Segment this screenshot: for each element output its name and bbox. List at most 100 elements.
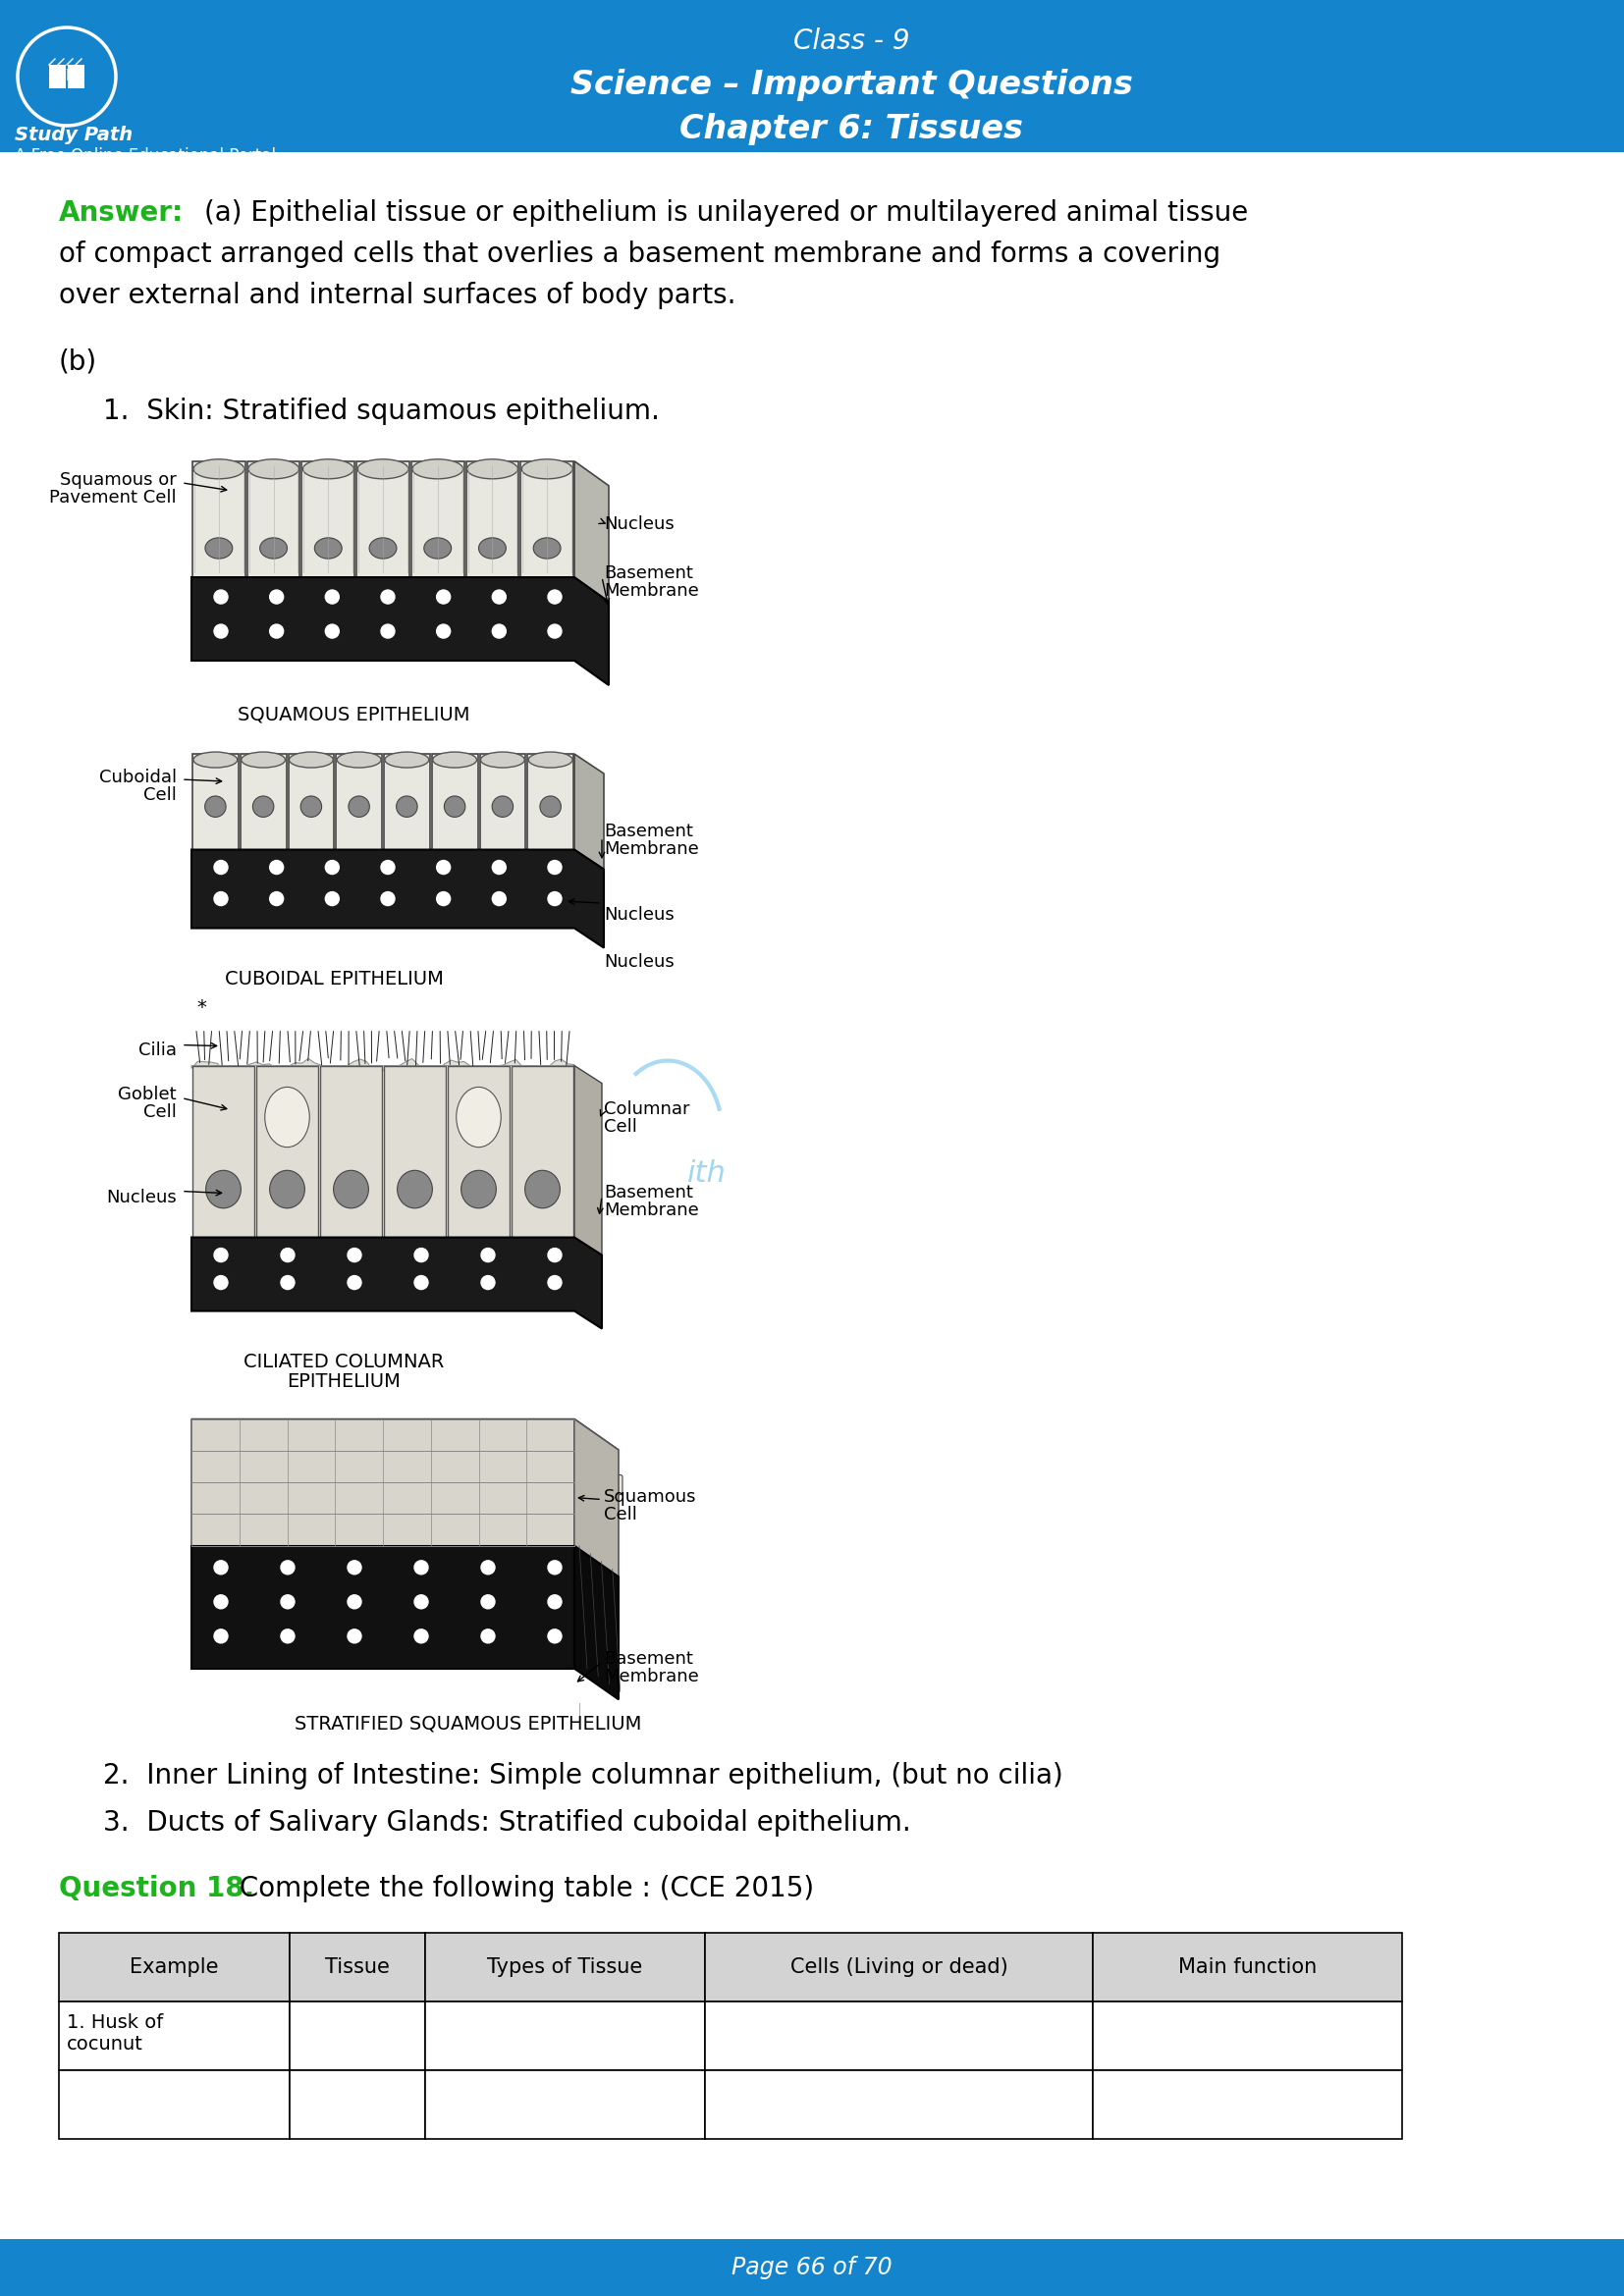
Bar bbox=[425, 2002, 705, 2071]
Circle shape bbox=[382, 861, 395, 875]
Circle shape bbox=[492, 625, 507, 638]
Circle shape bbox=[382, 625, 395, 638]
Text: Basement: Basement bbox=[604, 565, 693, 581]
Circle shape bbox=[300, 797, 322, 817]
FancyBboxPatch shape bbox=[247, 461, 300, 576]
Text: CUBOIDAL EPITHELIUM: CUBOIDAL EPITHELIUM bbox=[224, 969, 443, 987]
Circle shape bbox=[414, 1561, 429, 1575]
Bar bbox=[58, 1933, 289, 2002]
Circle shape bbox=[325, 861, 339, 875]
Text: Membrane: Membrane bbox=[604, 1667, 698, 1685]
Text: (a) Epithelial tissue or epithelium is unilayered or multilayered animal tissue: (a) Epithelial tissue or epithelium is u… bbox=[205, 200, 1249, 227]
FancyBboxPatch shape bbox=[521, 461, 573, 576]
Circle shape bbox=[270, 625, 284, 638]
FancyBboxPatch shape bbox=[257, 1426, 299, 1446]
Ellipse shape bbox=[338, 753, 382, 767]
Text: EPITHELIUM: EPITHELIUM bbox=[287, 1371, 401, 1391]
Circle shape bbox=[214, 1249, 227, 1263]
Text: *: * bbox=[197, 999, 206, 1017]
FancyBboxPatch shape bbox=[567, 1456, 607, 1474]
Bar bbox=[289, 2002, 425, 2071]
FancyBboxPatch shape bbox=[287, 753, 335, 850]
Bar bbox=[0, 2239, 1624, 2296]
Circle shape bbox=[547, 861, 562, 875]
Circle shape bbox=[382, 590, 395, 604]
Circle shape bbox=[547, 1249, 562, 1263]
Circle shape bbox=[492, 797, 513, 817]
Ellipse shape bbox=[193, 753, 237, 767]
Ellipse shape bbox=[521, 459, 572, 480]
FancyBboxPatch shape bbox=[287, 1465, 328, 1486]
FancyBboxPatch shape bbox=[193, 461, 245, 576]
Circle shape bbox=[414, 1249, 429, 1263]
Text: Pavement Cell: Pavement Cell bbox=[49, 489, 177, 507]
Text: Squamous: Squamous bbox=[604, 1488, 697, 1506]
Circle shape bbox=[214, 1596, 227, 1609]
Ellipse shape bbox=[468, 459, 518, 480]
Circle shape bbox=[481, 1596, 495, 1609]
Text: Complete the following table : (CCE 2015): Complete the following table : (CCE 2015… bbox=[231, 1876, 814, 1903]
FancyBboxPatch shape bbox=[390, 1449, 430, 1469]
FancyBboxPatch shape bbox=[257, 1065, 318, 1238]
FancyBboxPatch shape bbox=[528, 753, 573, 850]
Bar bbox=[705, 2002, 1093, 2071]
Circle shape bbox=[481, 1561, 495, 1575]
Circle shape bbox=[382, 891, 395, 905]
Circle shape bbox=[547, 590, 562, 604]
Text: Nucleus: Nucleus bbox=[604, 514, 674, 533]
Text: Science – Important Questions: Science – Important Questions bbox=[570, 69, 1132, 101]
Text: over external and internal surfaces of body parts.: over external and internal surfaces of b… bbox=[58, 282, 736, 310]
Circle shape bbox=[547, 1277, 562, 1290]
Text: Question 18.: Question 18. bbox=[58, 1876, 255, 1903]
Bar bbox=[289, 1933, 425, 2002]
FancyBboxPatch shape bbox=[523, 1474, 564, 1492]
Circle shape bbox=[325, 891, 339, 905]
Polygon shape bbox=[192, 850, 604, 948]
Circle shape bbox=[414, 1596, 429, 1609]
Bar bbox=[705, 1933, 1093, 2002]
Text: SP: SP bbox=[55, 69, 78, 85]
Text: Class - 9: Class - 9 bbox=[793, 28, 909, 55]
FancyBboxPatch shape bbox=[227, 1463, 270, 1483]
Polygon shape bbox=[575, 1545, 619, 1699]
Circle shape bbox=[437, 590, 450, 604]
Circle shape bbox=[281, 1596, 294, 1609]
Bar bbox=[58, 2071, 289, 2140]
FancyBboxPatch shape bbox=[463, 1472, 505, 1490]
Polygon shape bbox=[192, 576, 609, 684]
Ellipse shape bbox=[265, 1086, 310, 1148]
FancyBboxPatch shape bbox=[213, 1444, 255, 1463]
Circle shape bbox=[414, 1277, 429, 1290]
Circle shape bbox=[214, 625, 227, 638]
FancyBboxPatch shape bbox=[375, 1430, 416, 1449]
Ellipse shape bbox=[533, 537, 560, 558]
Polygon shape bbox=[575, 1419, 619, 1577]
Text: (b): (b) bbox=[58, 347, 97, 374]
Text: Cell: Cell bbox=[604, 1118, 637, 1134]
Ellipse shape bbox=[270, 1171, 305, 1208]
FancyBboxPatch shape bbox=[448, 1065, 510, 1238]
Circle shape bbox=[348, 1249, 361, 1263]
Bar bbox=[1093, 2002, 1402, 2071]
Text: Nucleus: Nucleus bbox=[604, 953, 674, 971]
Circle shape bbox=[205, 797, 226, 817]
Circle shape bbox=[281, 1561, 294, 1575]
Circle shape bbox=[437, 861, 450, 875]
Text: Membrane: Membrane bbox=[604, 581, 698, 599]
Circle shape bbox=[214, 590, 227, 604]
Ellipse shape bbox=[369, 537, 396, 558]
Circle shape bbox=[481, 1630, 495, 1644]
FancyBboxPatch shape bbox=[512, 1065, 573, 1238]
Text: Example: Example bbox=[130, 1958, 219, 1977]
Circle shape bbox=[270, 861, 284, 875]
Text: Types of Tissue: Types of Tissue bbox=[487, 1958, 643, 1977]
Text: Basement: Basement bbox=[604, 822, 693, 840]
Ellipse shape bbox=[302, 459, 354, 480]
Circle shape bbox=[214, 1561, 227, 1575]
Circle shape bbox=[270, 891, 284, 905]
Ellipse shape bbox=[357, 459, 408, 480]
FancyBboxPatch shape bbox=[240, 753, 286, 850]
Text: Cuboidal: Cuboidal bbox=[99, 769, 177, 785]
Bar bbox=[705, 2071, 1093, 2140]
Circle shape bbox=[214, 1277, 227, 1290]
